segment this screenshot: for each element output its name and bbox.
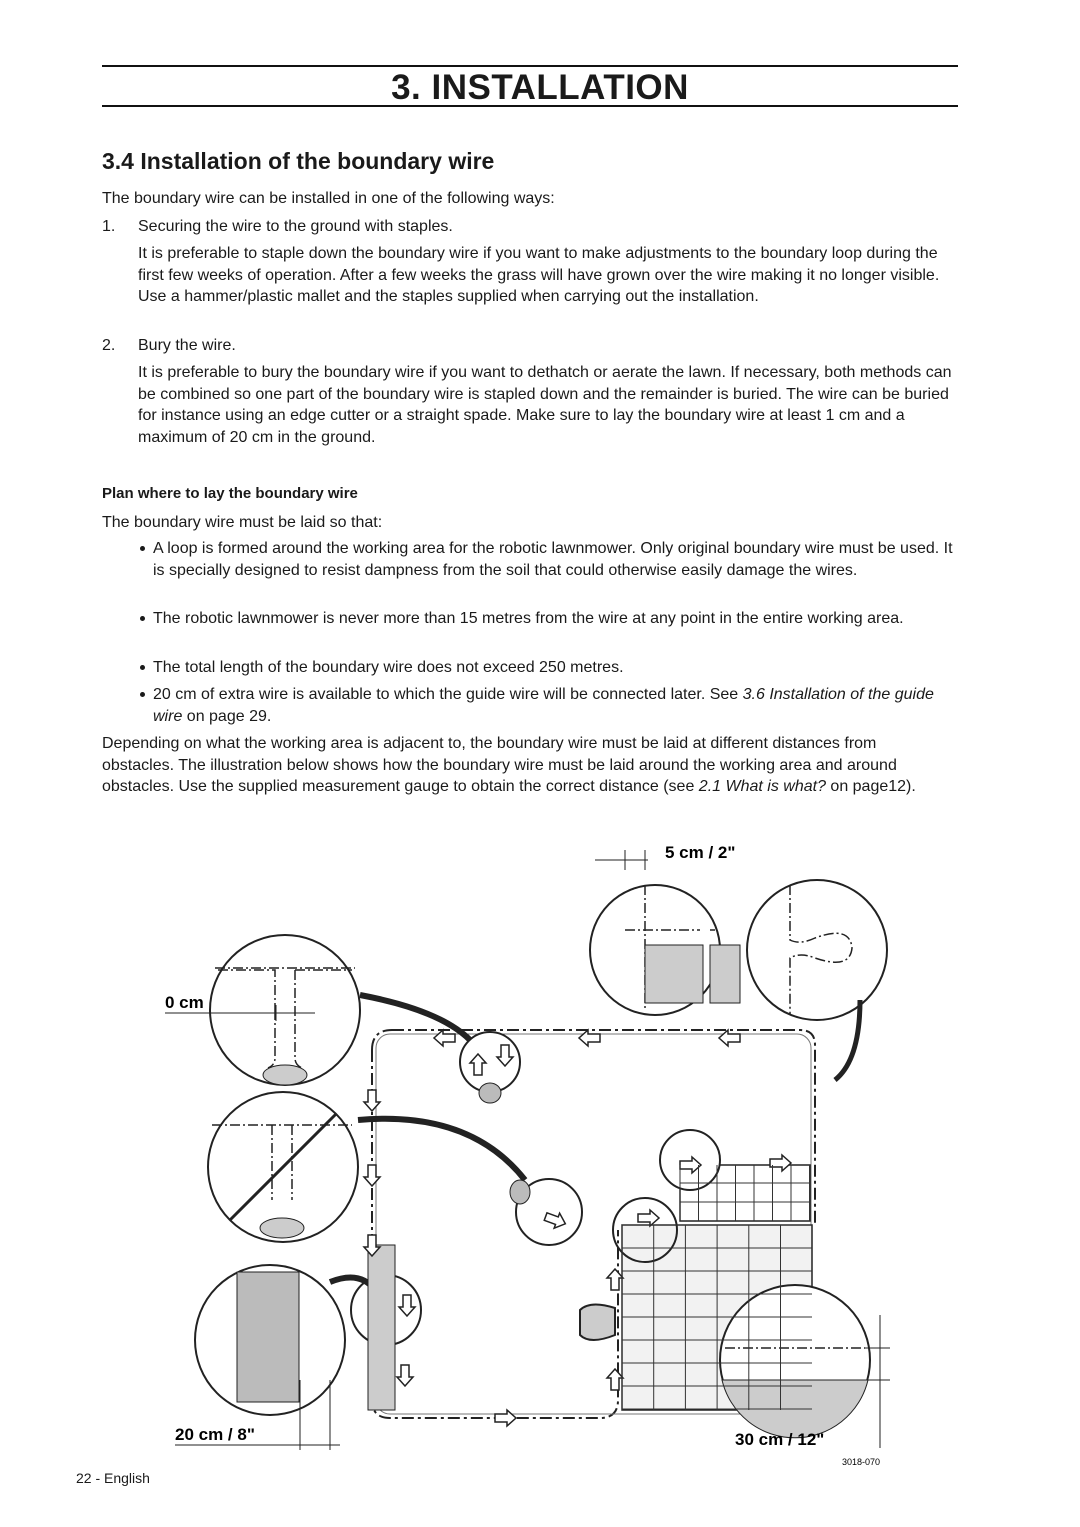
section-title: 3.4 Installation of the boundary wire (102, 148, 495, 174)
bullet-item: The total length of the boundary wire do… (140, 657, 953, 679)
header-rule (102, 65, 958, 67)
dimension (165, 1005, 315, 1021)
dimension (175, 1380, 340, 1450)
wire-loop (789, 885, 853, 1015)
text: The total length of the boundary wire do… (153, 659, 624, 676)
detail-circle (659, 1129, 721, 1191)
text: on page12). (825, 778, 916, 796)
intro: The boundary wire can be installed in on… (102, 190, 555, 207)
text: 20 cm of extra wire is available to whic… (153, 686, 743, 703)
paragraph: It is preferable to staple down the boun… (138, 245, 940, 306)
text: Depending on what the working area is ad… (102, 735, 897, 796)
detail-circle (612, 1197, 678, 1263)
bullet (140, 546, 145, 551)
hedge (236, 1271, 300, 1403)
direction-arrow (637, 1208, 661, 1228)
direction-arrow (432, 1028, 456, 1048)
list-title: Bury the wire. (138, 337, 236, 354)
paragraph: Depending on what the working area is ad… (102, 733, 952, 798)
bush (509, 1179, 531, 1205)
dimension-label: 5 cm / 2" (665, 843, 735, 862)
direction-arrow (717, 1028, 741, 1048)
rock (262, 1064, 308, 1086)
installation-illustration: 5 cm / 2" 0 cm 20 cm / 8" 30 cm / 12" 30… (165, 843, 890, 1467)
bullet (140, 665, 145, 670)
direction-arrow (577, 1028, 601, 1048)
hedge (367, 1244, 396, 1411)
dimension-label: 30 cm / 12" (735, 1430, 824, 1449)
bush (478, 1082, 502, 1104)
dimension (865, 1315, 890, 1448)
direction-arrow (769, 1153, 793, 1173)
dimension-label: 0 cm (165, 993, 204, 1012)
direction-arrow (362, 1089, 382, 1113)
list-number: 2. (102, 337, 116, 354)
tile (644, 944, 704, 1004)
wire-detail (215, 967, 355, 1069)
direction-arrow (468, 1052, 488, 1076)
bullet-item: The robotic lawnmower is never more than… (140, 608, 953, 630)
figure-code: 3018-070 (842, 1457, 880, 1467)
charging-station (579, 1303, 616, 1341)
direction-arrow (397, 1294, 417, 1318)
direction-arrow (605, 1267, 625, 1291)
direction-arrow (543, 1211, 567, 1230)
direction-arrow (395, 1364, 415, 1388)
direction-arrow (362, 1234, 382, 1258)
text: on page 29. (182, 707, 272, 725)
tile (709, 944, 741, 1004)
bullet (140, 616, 145, 621)
header-title: 3. INSTALLATION (391, 68, 689, 107)
direction-arrow (362, 1164, 382, 1188)
page-footer: 22 - English (76, 1470, 150, 1486)
bullet (140, 692, 145, 697)
text: The robotic lawnmower is never more than… (153, 610, 904, 627)
dimension-label: 20 cm / 8" (175, 1425, 255, 1444)
detail-circle (515, 1178, 583, 1246)
rock (259, 1217, 305, 1239)
text: A loop is formed around the working area… (153, 540, 953, 579)
detail-circle (746, 879, 888, 1021)
lead: The boundary wire must be laid so that: (102, 514, 383, 531)
paragraph: It is preferable to bury the boundary wi… (138, 364, 952, 446)
direction-arrow (605, 1367, 625, 1391)
bullet-item: 20 cm of extra wire is available to whic… (140, 684, 953, 727)
direction-arrow (494, 1408, 518, 1428)
list-title: Securing the wire to the ground with sta… (138, 218, 453, 235)
pointer (833, 999, 863, 1082)
subheading: Plan where to lay the boundary wire (102, 485, 358, 502)
wire-detail (212, 1124, 352, 1200)
header-rule (102, 105, 958, 107)
pointer (359, 992, 473, 1043)
reference: 3.6 Installation of the guide wire (153, 686, 934, 725)
pointer (357, 1115, 528, 1182)
bullet-item: A loop is formed around the working area… (140, 538, 953, 581)
dimension (595, 850, 648, 870)
direction-arrow (679, 1155, 703, 1175)
list-number: 1. (102, 218, 116, 235)
detail-circle (209, 934, 361, 1086)
cross-line (228, 1112, 338, 1222)
reference: 2.1 What is what? (698, 778, 826, 796)
direction-arrow (495, 1044, 515, 1068)
